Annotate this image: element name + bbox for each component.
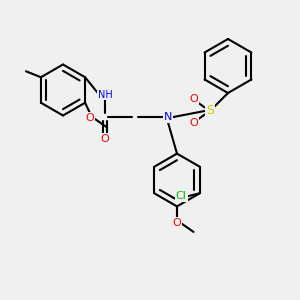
Text: O: O [189, 94, 198, 104]
Text: O: O [85, 113, 94, 123]
Text: NH: NH [98, 89, 112, 100]
Text: N: N [164, 112, 172, 122]
Text: Cl: Cl [176, 191, 187, 201]
Text: S: S [206, 104, 214, 118]
Text: O: O [189, 118, 198, 128]
Text: O: O [100, 134, 109, 145]
Text: O: O [172, 218, 182, 228]
